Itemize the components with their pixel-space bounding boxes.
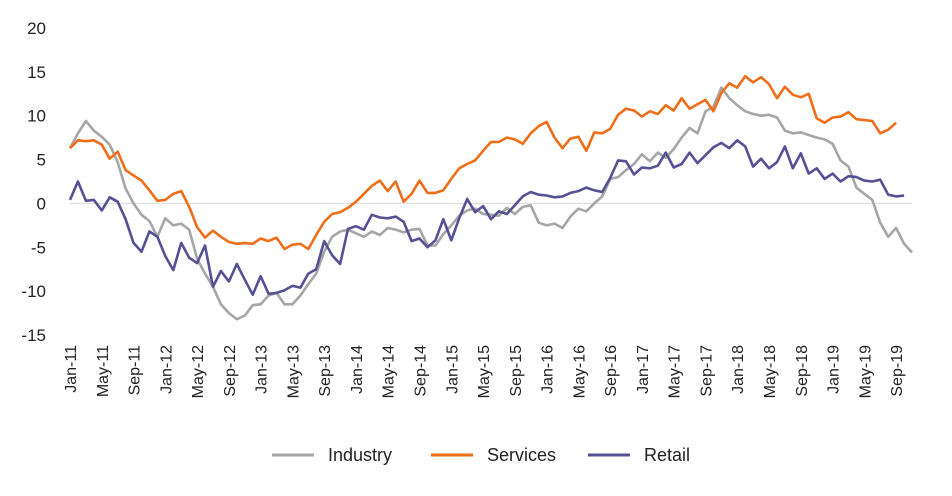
series-line-industry xyxy=(68,86,913,321)
x-tick-label: May-12 xyxy=(190,345,207,398)
x-tick-label: Jan-15 xyxy=(444,345,461,394)
x-tick-label: Jan-14 xyxy=(349,345,366,394)
x-tick-label: Sep-17 xyxy=(698,345,715,397)
legend-label-industry: Industry xyxy=(328,445,392,465)
x-tick-label: Sep-15 xyxy=(508,345,525,397)
legend-item-retail: Retail xyxy=(588,445,690,465)
legend-label-retail: Retail xyxy=(644,445,690,465)
series-line-services xyxy=(69,74,897,251)
y-tick-label: 15 xyxy=(27,63,46,82)
series-line-retail xyxy=(68,139,905,297)
x-tick-label: May-15 xyxy=(476,345,493,398)
legend: Industry Services Retail xyxy=(272,445,690,465)
legend-item-services: Services xyxy=(431,445,556,465)
x-tick-label: Jan-12 xyxy=(158,345,175,394)
x-tick-label: May-19 xyxy=(857,345,874,398)
x-tick-label: Jan-19 xyxy=(826,345,843,394)
x-tick-label: Jan-13 xyxy=(254,345,271,394)
x-tick-label: Sep-18 xyxy=(794,345,811,397)
series-layer xyxy=(68,74,913,321)
y-tick-label: 5 xyxy=(37,151,46,170)
x-tick-label: Jan-16 xyxy=(540,345,557,394)
x-tick-label: Sep-11 xyxy=(127,345,144,396)
y-tick-label: -15 xyxy=(21,326,46,345)
x-tick-label: May-14 xyxy=(381,345,398,398)
legend-label-services: Services xyxy=(487,445,556,465)
x-tick-label: Jan-17 xyxy=(635,345,652,394)
x-tick-label: Sep-19 xyxy=(889,345,906,397)
x-tick-label: May-11 xyxy=(95,345,112,397)
x-tick-label: Jan-11 xyxy=(63,345,80,393)
y-axis: -15 -10 -5 0 5 10 15 20 xyxy=(21,19,46,345)
y-tick-label: 20 xyxy=(27,19,46,38)
x-axis: Jan-11 May-11 Sep-11 Jan-12 May-12 Sep-12 Jan-… xyxy=(63,345,906,398)
y-tick-label: 0 xyxy=(37,194,46,213)
y-tick-label: -10 xyxy=(21,282,46,301)
x-tick-label: Jan-18 xyxy=(730,345,747,394)
y-tick-label: -5 xyxy=(31,238,46,257)
x-tick-label: Sep-14 xyxy=(413,345,430,397)
x-tick-label: May-13 xyxy=(285,345,302,398)
x-tick-label: May-17 xyxy=(667,345,684,398)
y-tick-label: 10 xyxy=(27,107,46,126)
x-tick-label: Sep-16 xyxy=(603,345,620,397)
x-tick-label: Sep-13 xyxy=(317,345,334,397)
x-tick-label: May-18 xyxy=(762,345,779,398)
x-tick-label: May-16 xyxy=(571,345,588,398)
x-tick-label: Sep-12 xyxy=(222,345,239,397)
legend-item-industry: Industry xyxy=(272,445,392,465)
